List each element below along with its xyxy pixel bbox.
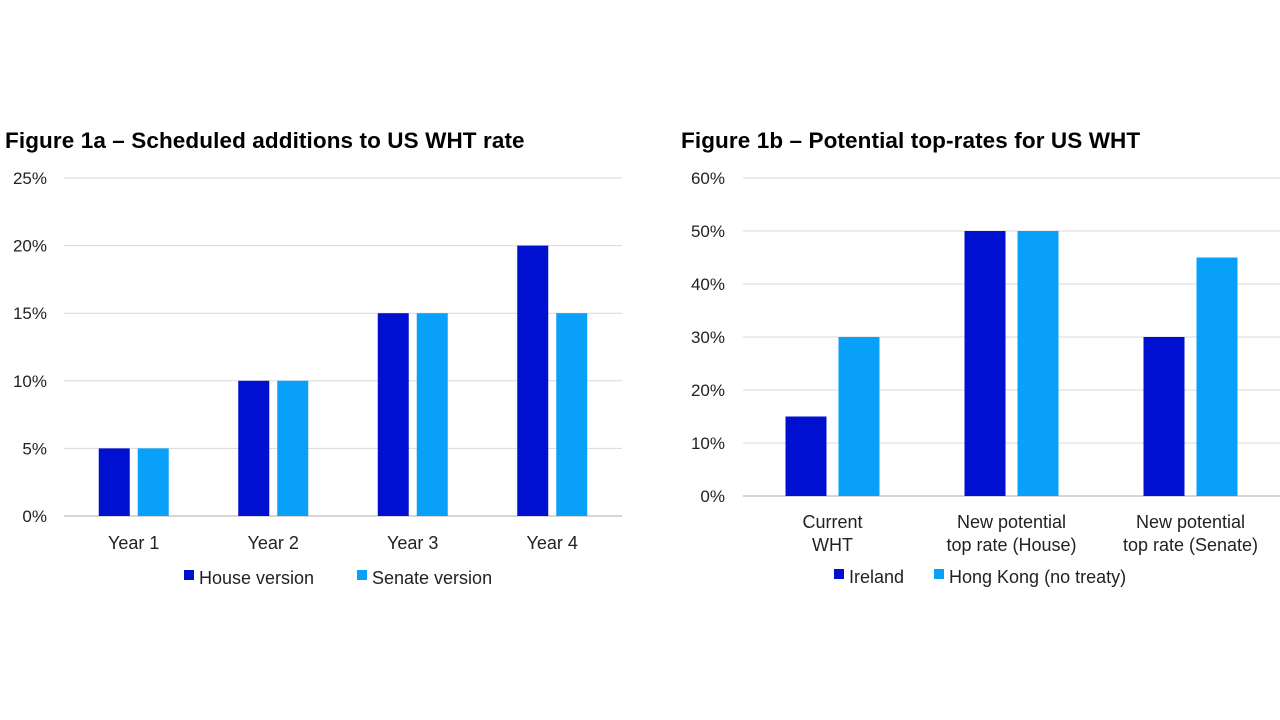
chart-1a-bar-house-version: [377, 313, 409, 516]
chart-1b-x-category-label: New potential top rate (House): [946, 512, 1076, 555]
chart-1a-x-category-label: Year 2: [248, 533, 299, 553]
chart-1b-title: Figure 1b – Potential top-rates for US W…: [681, 128, 1141, 153]
chart-1a-bar-senate-version: [277, 380, 309, 516]
chart-1b-bar-ireland: [785, 416, 827, 496]
chart-1b-y-tick-label: 30%: [691, 328, 725, 347]
chart-1a-legend-label: Senate version: [372, 568, 492, 588]
chart-1a-y-tick-label: 20%: [13, 237, 47, 256]
chart-1a: 0% 5% 10% 15% 20% 25% Year 1 Year 2 Year 3 Year 4…: [13, 169, 622, 588]
chart-1a-y-tick-label: 0%: [22, 507, 47, 526]
chart-1a-legend-swatch: [357, 570, 367, 580]
chart-1a-bar-house-version: [98, 448, 130, 516]
chart-1a-bar-house-version: [238, 380, 270, 516]
chart-1a-legend-swatch: [184, 570, 194, 580]
chart-1b-bar-hong-kong-no-treaty-: [1017, 231, 1059, 496]
chart-1a-y-tick-label: 5%: [22, 439, 47, 458]
chart-1b-legend-label: Hong Kong (no treaty): [949, 567, 1126, 587]
chart-1b-x-category-label: New potential top rate (Senate): [1123, 512, 1258, 555]
chart-1a-x-category-label: Year 1: [108, 533, 159, 553]
chart-1b-y-tick-label: 60%: [691, 169, 725, 188]
chart-1b-y-tick-label: 50%: [691, 222, 725, 241]
chart-1b-bar-hong-kong-no-treaty-: [838, 337, 880, 496]
chart-1b-legend-swatch: [834, 569, 844, 579]
chart-1a-bar-senate-version: [416, 313, 448, 516]
chart-1b-legend-label: Ireland: [849, 567, 904, 587]
chart-1a-title: Figure 1a – Scheduled additions to US WH…: [5, 128, 525, 153]
chart-1a-y-tick-label: 10%: [13, 372, 47, 391]
chart-1a-bar-senate-version: [137, 448, 169, 516]
chart-1b-y-tick-label: 0%: [700, 487, 725, 506]
chart-1b-legend-swatch: [934, 569, 944, 579]
chart-1b-y-tick-label: 10%: [691, 434, 725, 453]
chart-1a-x-category-label: Year 4: [527, 533, 578, 553]
chart-1a-x-category-label: Year 3: [387, 533, 438, 553]
chart-1b-y-tick-label: 20%: [691, 381, 725, 400]
chart-1b-bar-hong-kong-no-treaty-: [1196, 257, 1238, 496]
chart-1b-bar-ireland: [1143, 337, 1185, 496]
chart-1a-bar-house-version: [517, 245, 549, 516]
chart-1a-y-tick-label: 15%: [13, 304, 47, 323]
chart-1b-bar-ireland: [964, 231, 1006, 496]
chart-1a-legend-label: House version: [199, 568, 314, 588]
chart-1a-y-tick-label: 25%: [13, 169, 47, 188]
chart-1b: 0% 10% 20% 30% 40% 50% 60% Current WHT New potent…: [691, 169, 1280, 587]
chart-1b-x-category-label: Current WHT: [802, 512, 862, 555]
chart-1a-bar-senate-version: [556, 313, 588, 516]
chart-1b-y-tick-label: 40%: [691, 275, 725, 294]
